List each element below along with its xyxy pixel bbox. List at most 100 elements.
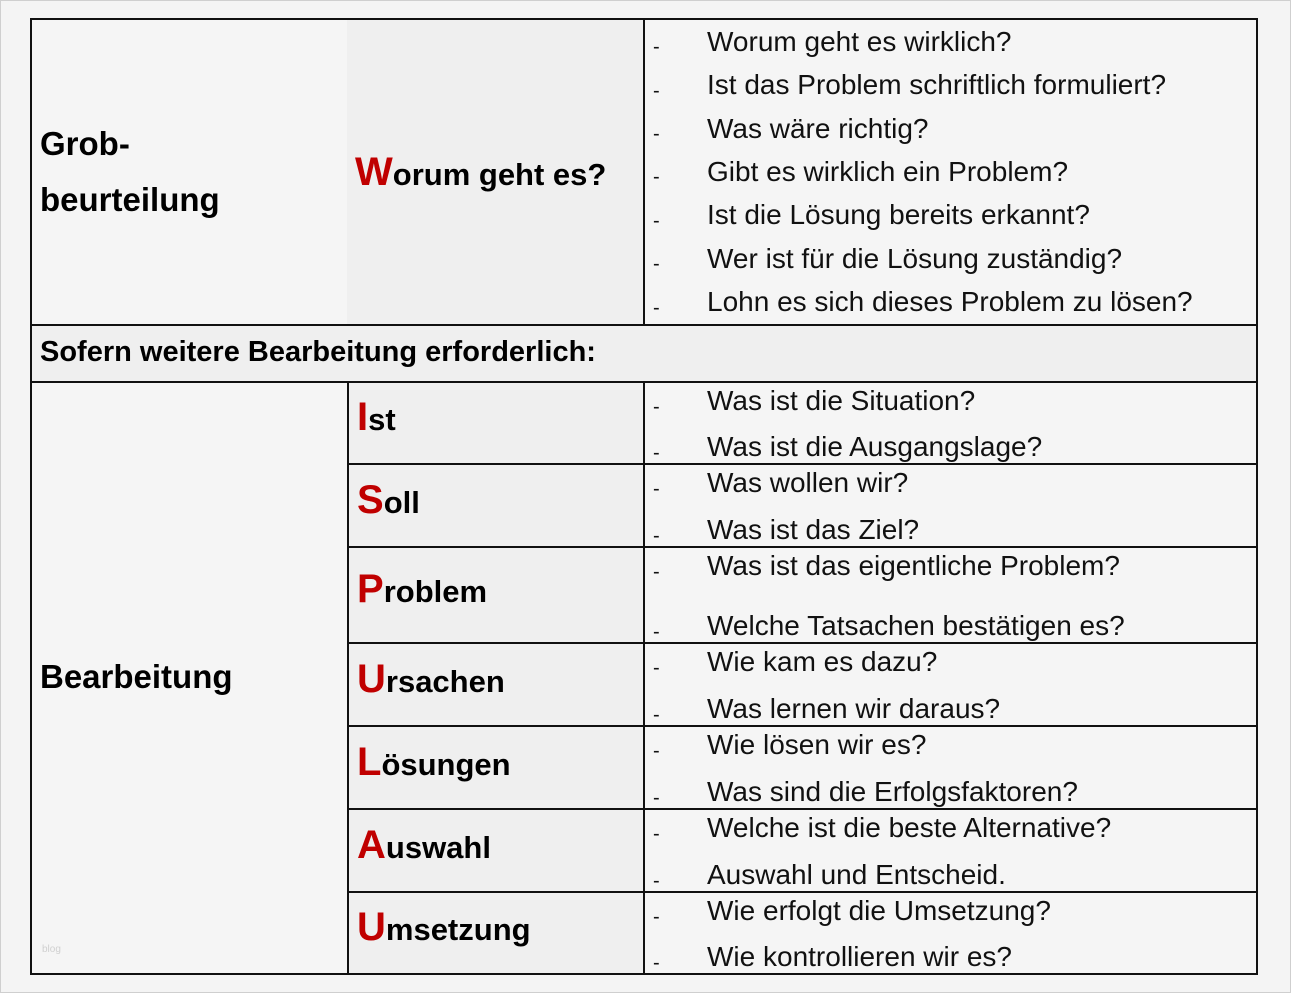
dash-bullet: -	[653, 36, 660, 59]
question-text: Was ist das Ziel?	[707, 514, 920, 545]
phase-label: Lösungen	[357, 740, 511, 785]
question-item: - Wie kam es dazu?	[645, 642, 1256, 682]
phase-rest: oll	[383, 484, 420, 520]
bearbeitung-label: Bearbeitung	[40, 658, 233, 695]
question-item: - Wer ist für die Lösung zuständig?	[645, 239, 1256, 279]
question-text: Ist das Problem schriftlich formuliert?	[707, 69, 1167, 101]
phase-rest: rsachen	[385, 663, 505, 699]
question-item: - Lohn es sich dieses Problem zu lösen?	[645, 282, 1256, 322]
dash-bullet: -	[653, 620, 660, 643]
question-text: Lohn es sich dieses Problem zu lösen?	[707, 286, 1193, 318]
dash-bullet: -	[653, 166, 660, 189]
question-list: - Was ist das eigentliche Problem? - Welche…	[645, 546, 1256, 646]
phase-rest: roblem	[383, 574, 488, 609]
divider-text: Sofern weitere Bearbeitung erforderlich:	[40, 336, 596, 368]
question-text: Wer ist für die Lösung zuständig?	[707, 242, 1123, 274]
question-item: - Worum geht es wirklich?	[645, 22, 1256, 62]
question-text: Wie lösen wir es?	[707, 729, 927, 760]
grobbeurteilung-label: Grob- beurteilung	[40, 116, 220, 228]
question-item: - Was ist das Ziel?	[645, 510, 1256, 550]
phase-label: Ist	[357, 395, 396, 440]
question-text: Wie erfolgt die Umsetzung?	[707, 895, 1051, 926]
dash-bullet: -	[653, 822, 660, 845]
phase-rest: ösungen	[381, 746, 511, 782]
question-text: Ist die Lösung bereits erkannt?	[707, 199, 1090, 231]
phase-rest: msetzung	[385, 912, 531, 947]
question-item: - Was ist die Ausgangslage?	[645, 427, 1256, 467]
phase-initial: P	[357, 567, 384, 611]
question-item: - Auswahl und Entscheid.	[645, 855, 1256, 895]
question-item: - Ist das Problem schriftlich formuliert?	[645, 65, 1256, 105]
question-text: Welche ist die beste Alternative?	[707, 812, 1112, 843]
question-text: Wie kam es dazu?	[707, 646, 938, 677]
question-text: Was ist das eigentliche Problem?	[707, 550, 1120, 581]
question-text: Was wollen wir?	[707, 467, 909, 498]
phase-cell: Ursachen	[347, 642, 645, 727]
question-item: - Ist die Lösung bereits erkannt?	[645, 195, 1256, 235]
phase-questions-cell: - Was ist das eigentliche Problem? - Welche…	[643, 546, 1258, 644]
phase-questions-cell: - Was ist die Situation? - Was ist die Ausg…	[643, 381, 1258, 465]
dash-bullet: -	[653, 79, 660, 102]
dash-bullet: -	[653, 395, 660, 418]
dash-bullet: -	[653, 786, 660, 809]
question-item: - Was sind die Erfolgsfaktoren?	[645, 772, 1256, 812]
phase-initial: L	[357, 739, 382, 784]
question-item: - Wie erfolgt die Umsetzung?	[645, 891, 1256, 931]
phase-label: Auswahl	[357, 823, 491, 868]
phase-cell: Problem	[347, 546, 645, 644]
phase-label: Problem	[357, 567, 487, 612]
phase-initial: U	[357, 656, 386, 701]
divider-row: Sofern weitere Bearbeitung erforderlich:	[30, 324, 1258, 383]
worum-questions-cell: - Worum geht es wirklich? - Ist das Problem…	[643, 18, 1258, 326]
phase-cell: Auswahl	[347, 808, 645, 893]
question-text: Was sind die Erfolgsfaktoren?	[707, 776, 1078, 807]
dash-bullet: -	[653, 905, 660, 928]
phase-questions-cell: - Was wollen wir? - Was ist das Ziel?	[643, 463, 1258, 548]
question-item: - Was ist die Situation?	[645, 381, 1256, 421]
question-item: - Was lernen wir daraus?	[645, 689, 1256, 729]
label-line-2: beurteilung	[40, 181, 220, 218]
question-list: - Wie kam es dazu? - Was lernen wir daraus?	[645, 642, 1256, 729]
phase-cell: Umsetzung	[347, 891, 645, 975]
phase-cell: Soll	[347, 463, 645, 548]
phase-initial: U	[357, 905, 386, 949]
dash-bullet: -	[653, 209, 660, 232]
dash-bullet: -	[653, 560, 660, 583]
phase-rest: orum geht es?	[392, 157, 607, 192]
phase-initial: W	[355, 150, 393, 194]
question-text: Auswahl und Entscheid.	[707, 859, 1006, 890]
dash-bullet: -	[653, 253, 660, 276]
phase-worum: Worum geht es?	[355, 150, 606, 195]
question-item: - Welche ist die beste Alternative?	[645, 808, 1256, 848]
grobbeurteilung-cell: Grob- beurteilung	[30, 18, 349, 326]
dash-bullet: -	[653, 656, 660, 679]
question-text: Was wäre richtig?	[707, 112, 929, 144]
question-text: Welche Tatsachen bestätigen es?	[707, 610, 1125, 641]
question-list: - Welche ist die beste Alternative? - Auswa…	[645, 808, 1256, 895]
question-text: Worum geht es wirklich?	[707, 25, 1012, 57]
phase-questions-cell: - Wie kam es dazu? - Was lernen wir daraus?	[643, 642, 1258, 727]
question-text: Was ist die Ausgangslage?	[707, 431, 1043, 462]
phase-initial: A	[357, 822, 386, 867]
dash-bullet: -	[653, 869, 660, 892]
question-item: - Was wäre richtig?	[645, 109, 1256, 149]
question-list: - Wie erfolgt die Umsetzung? - Wie kontroll…	[645, 891, 1256, 977]
phase-label: Umsetzung	[357, 905, 531, 950]
question-item: - Welche Tatsachen bestätigen es?	[645, 606, 1256, 646]
question-item: - Was wollen wir?	[645, 463, 1256, 503]
phase-questions-cell: - Welche ist die beste Alternative? - Auswa…	[643, 808, 1258, 893]
worum-cell: Worum geht es?	[347, 18, 645, 326]
phase-label: Ursachen	[357, 657, 505, 702]
phase-cell: Lösungen	[347, 725, 645, 810]
question-list: - Was wollen wir? - Was ist das Ziel?	[645, 463, 1256, 550]
question-item: - Wie kontrollieren wir es?	[645, 937, 1256, 977]
question-text: Gibt es wirklich ein Problem?	[707, 155, 1069, 187]
question-text: Was ist die Situation?	[707, 385, 976, 416]
bearbeitung-cell: Bearbeitung blog	[30, 381, 349, 975]
question-list: - Wie lösen wir es? - Was sind die Erfolgsf…	[645, 725, 1256, 812]
label-line-1: Grob-	[40, 125, 130, 162]
dash-bullet: -	[653, 296, 660, 319]
question-item: - Was ist das eigentliche Problem?	[645, 546, 1256, 586]
phase-questions-cell: - Wie erfolgt die Umsetzung? - Wie kontroll…	[643, 891, 1258, 975]
